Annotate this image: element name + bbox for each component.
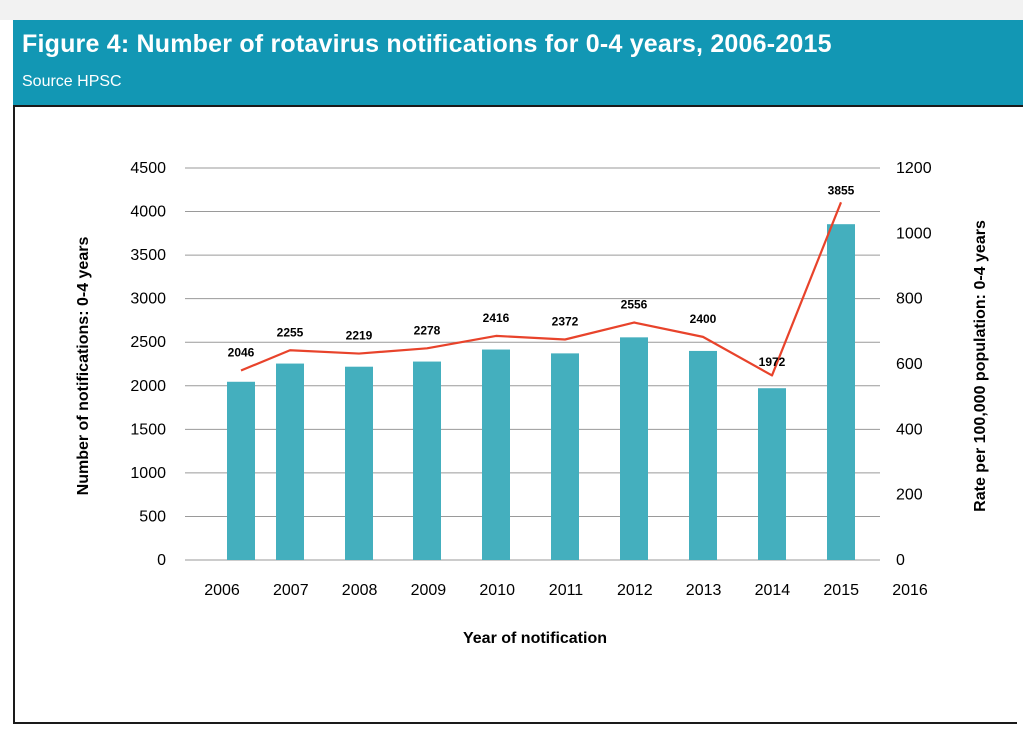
x-tick-label: 2008 [342,582,378,599]
data-label: 2278 [414,323,441,337]
x-axis-ticks: 2006 2007 2008 2009 2010 2011 2012 2013 2014 2015… [204,582,928,599]
x-tick-label: 2011 [549,582,584,599]
figure-source: Source HPSC [22,73,122,90]
top-strip [0,0,1023,20]
y-tick-label: 1500 [130,421,166,438]
y-tick-label: 1000 [130,465,166,482]
rate-line [240,201,843,377]
bar-6 [551,353,579,560]
data-label: 2372 [552,315,579,329]
figure-header [13,20,1023,105]
x-tick-label: 2006 [204,582,240,599]
y2-tick-label: 200 [896,487,923,504]
bars [227,224,855,561]
data-labels: 2046 2255 2219 2278 2416 2372 2556 2400 1972 3855 [228,183,855,369]
bar-10 [827,224,855,561]
y-tick-label: 500 [139,508,166,525]
x-tick-label: 2012 [617,582,653,599]
bar-5 [482,349,510,560]
bar-7 [620,337,648,560]
x-tick-label: 2015 [823,582,859,599]
data-label: 2416 [483,311,510,325]
x-tick-label: 2010 [479,582,515,599]
y2-tick-label: 1000 [896,225,932,242]
data-label: 2556 [621,298,648,312]
data-label: 2255 [277,325,304,339]
y-tick-label: 2000 [130,378,166,395]
y2-axis-title: Rate per 100,000 population: 0-4 years [972,220,989,512]
x-axis-title: Year of notification [463,630,607,647]
x-tick-label: 2009 [411,582,447,599]
data-label: 2046 [228,346,255,360]
y-tick-label: 0 [157,552,166,569]
x-tick-label: 2016 [892,582,928,599]
rate-line-path [240,201,843,377]
y2-axis-ticks: 0 200 400 600 800 1000 1200 [896,160,932,569]
data-label: 1972 [759,355,786,369]
y2-tick-label: 1200 [896,160,932,177]
bar-2 [276,363,304,560]
bar-1 [227,381,255,560]
y-tick-label: 4500 [130,160,166,177]
y-axis-title: Number of notifications: 0-4 years [75,237,92,496]
x-tick-label: 2013 [686,582,722,599]
y-axis-ticks: 0 500 1000 1500 2000 2500 3000 3500 4000 4500 [130,160,166,569]
y2-tick-label: 600 [896,356,923,373]
y-tick-label: 3500 [130,247,166,264]
x-tick-label: 2014 [755,582,791,599]
bar-4 [413,361,441,560]
y-tick-label: 2500 [130,334,166,351]
x-tick-label: 2007 [273,582,309,599]
y2-tick-label: 800 [896,291,923,308]
data-label: 2219 [346,329,373,343]
bar-9 [758,388,786,560]
bar-3 [345,366,373,560]
figure-title: Figure 4: Number of rotavirus notificati… [22,30,832,58]
data-label: 3855 [828,183,855,197]
data-label: 2400 [690,312,717,326]
y-tick-label: 4000 [130,204,166,221]
y-tick-label: 3000 [130,291,166,308]
header-divider [13,105,1023,107]
y2-tick-label: 0 [896,552,905,569]
y2-tick-label: 400 [896,421,923,438]
bar-8 [689,350,717,560]
